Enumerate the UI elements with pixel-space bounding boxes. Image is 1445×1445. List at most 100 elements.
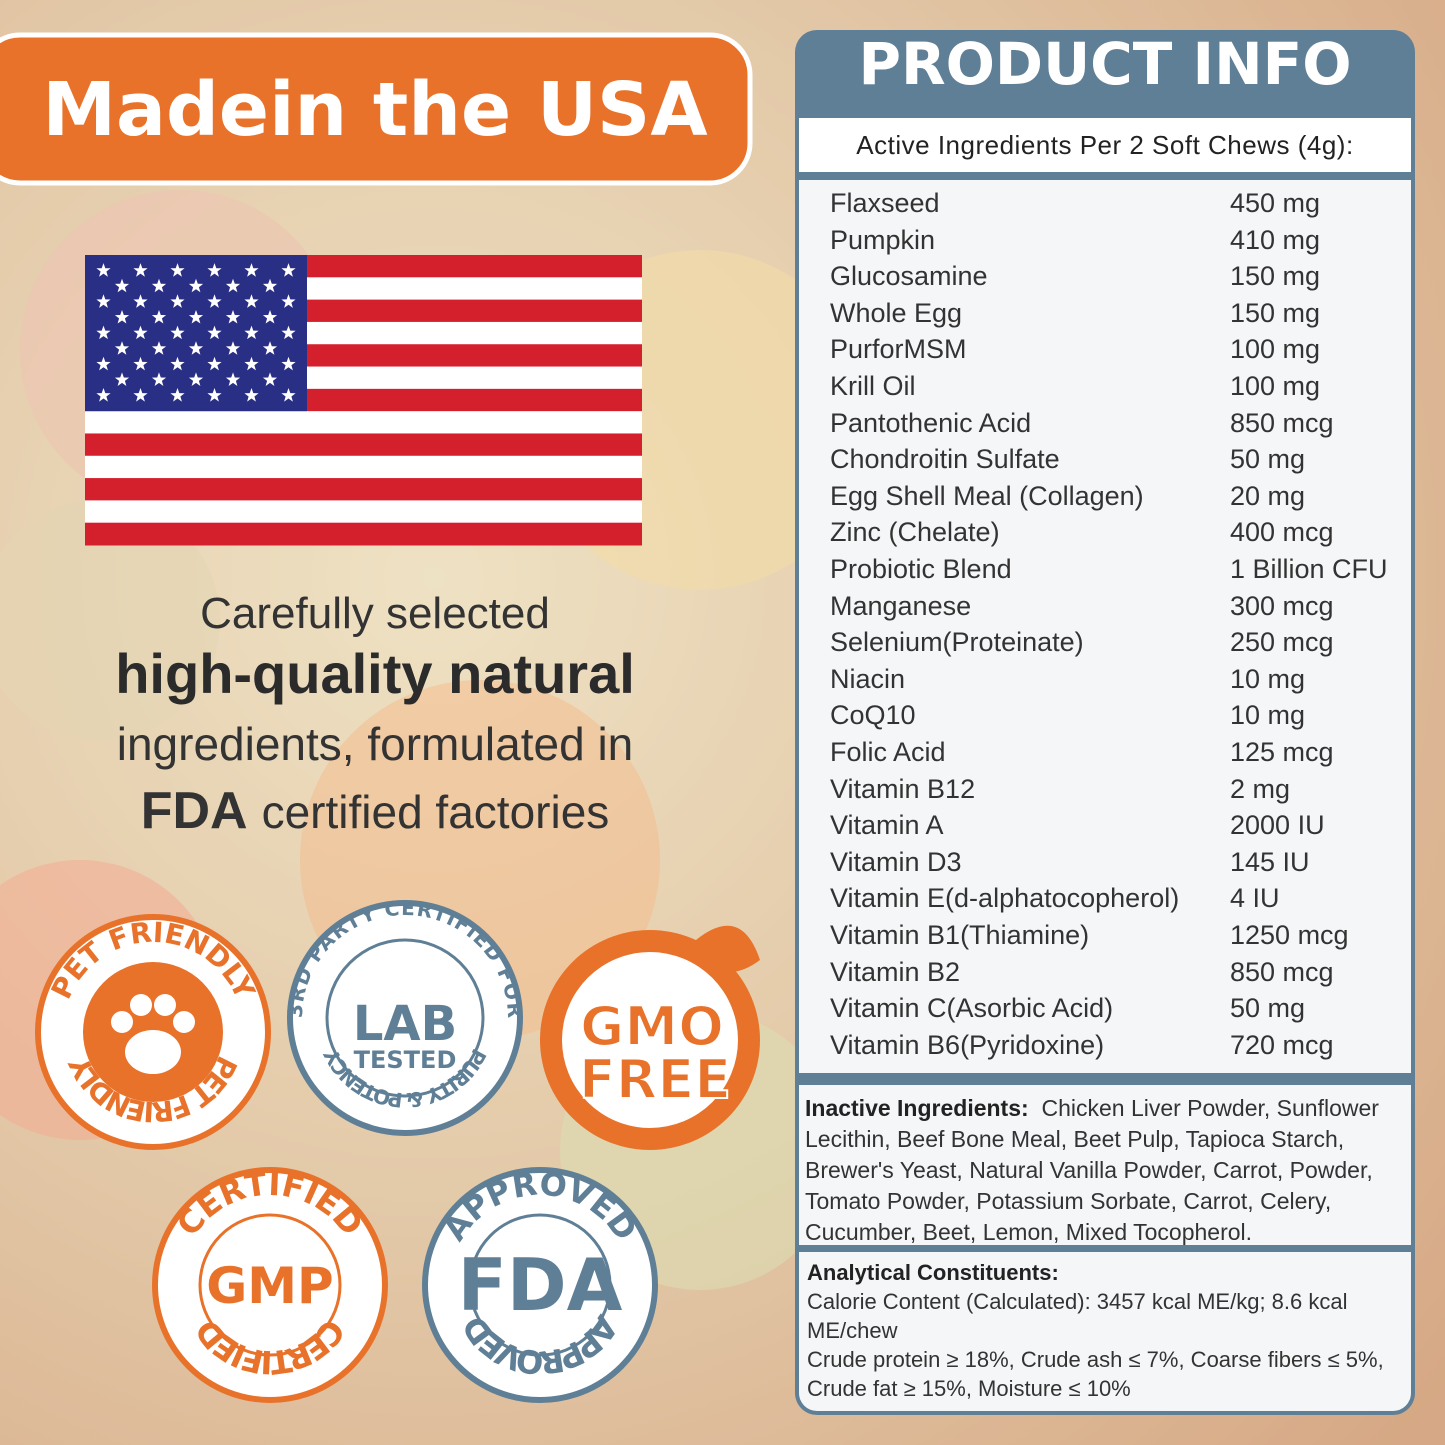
ingredient-name: Egg Shell Meal (Collagen) — [830, 480, 1144, 511]
badge-ring — [325, 938, 485, 1098]
flag-star — [170, 388, 185, 402]
ingredient-name: Zinc (Chelate) — [830, 517, 1000, 548]
ingredient-amount: 400 mcg — [1230, 517, 1334, 548]
tagline: certified factories — [262, 786, 610, 838]
flag-star — [207, 356, 222, 371]
flag-star — [262, 372, 278, 386]
ingredient-name: Flaxseed — [830, 188, 940, 218]
ingredient-row: Manganese 300 mcg — [830, 590, 1334, 622]
panel-title: PRODUCT INFO — [858, 30, 1352, 98]
flag-star — [170, 356, 185, 371]
ingredient-row: Vitamin E(d-alphatocopherol) 4 IU — [830, 883, 1280, 914]
ingredient-row: Glucosamine 150 mg — [830, 261, 1320, 292]
ingredient-row: CoQ10 10 mg — [830, 700, 1305, 731]
analytical-line: Calorie Content (Calculated): 3457 kcal … — [807, 1289, 1348, 1343]
ingredient-name: Manganese — [830, 590, 972, 621]
inactive-ingredients: Inactive Ingredients: Chicken Liver Powd… — [799, 1085, 1411, 1245]
flag-star — [262, 341, 278, 355]
ingredient-row: Niacin 10 mg — [830, 663, 1305, 695]
flag-star — [96, 356, 111, 371]
flag-star — [151, 278, 167, 293]
flag-star — [225, 278, 241, 293]
flag-star — [96, 294, 111, 308]
section-label: Inactive Ingredients: — [805, 1095, 1029, 1121]
flag-star — [170, 294, 185, 308]
flag-stripe — [85, 455, 642, 479]
ingredient-name: Niacin — [830, 663, 906, 694]
flag-star — [133, 325, 148, 340]
ingredient-amount: 4 IU — [1230, 883, 1280, 914]
flag-star — [262, 278, 278, 293]
flag-star — [133, 294, 148, 308]
ingredient-amount: 300 mcg — [1230, 590, 1334, 621]
ingredient-name: Whole Egg — [830, 297, 963, 328]
flag-star — [244, 356, 259, 371]
ingredient-name: Krill Oil — [830, 371, 916, 401]
ingredient-amount: 410 mg — [1230, 224, 1321, 255]
ingredient-amount: 150 mg — [1230, 261, 1321, 292]
ingredient-name: Glucosamine — [830, 261, 988, 292]
flag-star — [96, 325, 111, 340]
flag-star — [225, 372, 241, 386]
ingredient-name: Chondroitin Sulfate — [830, 444, 1060, 475]
flag-star — [225, 310, 241, 324]
badge-text: FDA — [458, 1243, 623, 1327]
flag-stripe — [85, 411, 642, 434]
ingredient-name: Vitamin B6(Pyridoxine) — [830, 1029, 1105, 1060]
ingredient-amount: 20 mg — [1230, 480, 1306, 511]
flag-star — [244, 294, 259, 308]
ingredient-amount: 1 Billion CFU — [1230, 554, 1388, 584]
ingredient-row: Vitamin D3 145 IU — [830, 846, 1310, 878]
flag-star — [151, 310, 167, 324]
flag-star — [281, 263, 296, 277]
ingredient-amount: 100 mg — [1230, 371, 1321, 401]
badge-ring — [198, 1213, 342, 1357]
flag-star — [133, 263, 148, 277]
ingredient-name: CoQ10 — [830, 700, 916, 731]
flag-star — [207, 388, 222, 402]
ingredient-name: Vitamin B12 — [830, 773, 976, 804]
badge-text: LAB — [353, 996, 457, 1052]
flag-star — [281, 356, 296, 371]
ingredient-row: Selenium(Proteinate) 250 mcg — [830, 627, 1334, 658]
ingredient-amount: 1250 mcg — [1230, 920, 1349, 950]
flag-stripe — [85, 478, 642, 501]
ingredient-row: Flaxseed 450 mg — [830, 188, 1320, 219]
ingredient-row: Folic Acid 125 mcg — [830, 737, 1334, 768]
tagline: Carefully selected — [200, 589, 550, 638]
badge-text: FREE — [579, 1048, 731, 1111]
badge-text: GMP — [206, 1257, 333, 1315]
badge-ring — [152, 1167, 388, 1403]
badge-text: TESTED — [354, 1046, 457, 1074]
ingredient-name: Pantothenic Acid — [830, 407, 1032, 438]
flag-star — [207, 294, 222, 308]
flag-star — [207, 325, 222, 340]
ingredient-amount: 450 mg — [1230, 188, 1321, 218]
flag-star — [96, 263, 111, 277]
flag-star — [133, 388, 148, 402]
ingredient-name: Vitamin B1(Thiamine) — [830, 920, 1090, 950]
flag-star — [114, 372, 130, 386]
section-text: Chicken Liver Powder, Sunflower Lecithin… — [805, 1095, 1379, 1245]
ingredient-amount: 50 mg — [1230, 993, 1306, 1024]
us-flag — [85, 255, 642, 546]
ingredient-name: Vitamin A — [830, 810, 944, 841]
ingredient-name: Vitamin D3 — [830, 846, 962, 877]
badge-core — [562, 952, 738, 1128]
flag-star — [225, 341, 241, 355]
fruit — [0, 500, 220, 740]
flag-star — [207, 263, 222, 277]
flag-star — [188, 310, 204, 324]
ingredient-amount: 145 IU — [1230, 846, 1310, 877]
section-label: Analytical Constituents: — [807, 1260, 1059, 1285]
ingredient-amount: 50 mg — [1230, 444, 1306, 475]
tagline: high-quality natural — [115, 642, 635, 705]
ingredient-row: Chondroitin Sulfate 50 mg — [830, 444, 1305, 475]
ingredient-name: Vitamin B2 — [830, 956, 961, 987]
flag-star — [188, 341, 204, 355]
flag-star — [244, 388, 259, 402]
flag-star — [188, 372, 204, 386]
badge-ring — [468, 1213, 612, 1357]
flag-star — [281, 388, 296, 402]
flag-star — [151, 341, 167, 355]
